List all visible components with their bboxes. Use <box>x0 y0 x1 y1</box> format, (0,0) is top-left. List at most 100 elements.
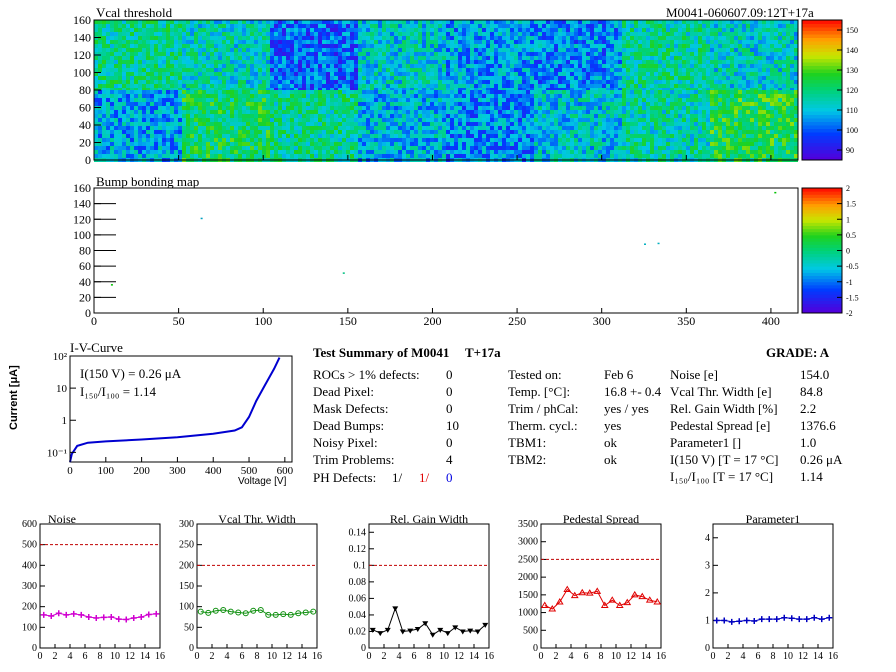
pixel-cell <box>142 98 146 102</box>
pixel-cell <box>154 84 158 88</box>
pixel-cell <box>638 68 642 72</box>
pixel-cell <box>386 106 390 110</box>
pixel-cell <box>402 114 406 118</box>
pixel-cell <box>550 40 554 44</box>
pixel-cell <box>222 146 226 150</box>
pixel-cell <box>498 114 502 118</box>
pixel-cell <box>130 56 134 60</box>
pixel-cell <box>622 80 626 84</box>
pixel-cell <box>446 28 450 32</box>
pixel-cell <box>450 72 454 76</box>
pixel-cell <box>650 24 654 28</box>
pixel-cell <box>226 32 230 36</box>
pixel-cell <box>106 44 110 48</box>
pixel-cell <box>410 122 414 126</box>
pixel-cell <box>250 84 254 88</box>
pixel-cell <box>218 118 222 122</box>
pixel-cell <box>266 142 270 146</box>
pixel-cell <box>790 56 794 60</box>
pixel-cell <box>502 40 506 44</box>
pixel-cell <box>302 134 306 138</box>
pixel-cell <box>138 134 142 138</box>
pixel-cell <box>702 72 706 76</box>
pixel-cell <box>154 28 158 32</box>
pixel-cell <box>190 138 194 142</box>
pixel-cell <box>738 20 742 24</box>
pixel-cell <box>382 154 386 158</box>
pixel-cell <box>122 36 126 40</box>
pixel-cell <box>406 80 410 84</box>
pixel-cell <box>418 134 422 138</box>
pixel-cell <box>274 142 278 146</box>
pixel-cell <box>714 44 718 48</box>
pixel-cell <box>182 52 186 56</box>
pixel-cell <box>386 134 390 138</box>
pixel-cell <box>650 56 654 60</box>
pixel-cell <box>178 84 182 88</box>
pixel-cell <box>518 72 522 76</box>
pixel-cell <box>786 84 790 88</box>
pixel-cell <box>394 126 398 130</box>
pixel-cell <box>754 44 758 48</box>
pixel-cell <box>470 28 474 32</box>
pixel-cell <box>250 134 254 138</box>
pixel-cell <box>674 64 678 68</box>
pixel-cell <box>294 48 298 52</box>
pixel-cell <box>118 64 122 68</box>
pixel-cell <box>538 76 542 80</box>
pixel-cell <box>226 94 230 98</box>
pixel-cell <box>346 36 350 40</box>
pixel-cell <box>190 102 194 106</box>
pixel-cell <box>482 98 486 102</box>
pixel-cell <box>286 90 290 94</box>
pixel-cell <box>530 56 534 60</box>
pixel-cell <box>342 24 346 28</box>
pixel-cell <box>402 60 406 64</box>
pixel-cell <box>158 56 162 60</box>
pixel-cell <box>510 80 514 84</box>
pixel-cell <box>354 80 358 84</box>
pixel-cell <box>190 114 194 118</box>
pixel-cell <box>522 80 526 84</box>
pixel-cell <box>154 20 158 24</box>
pixel-cell <box>346 138 350 142</box>
pixel-cell <box>282 126 286 130</box>
pixel-cell <box>358 60 362 64</box>
pixel-cell <box>714 64 718 68</box>
pixel-cell <box>662 80 666 84</box>
pixel-cell <box>470 68 474 72</box>
pixel-cell <box>186 126 190 130</box>
pixel-cell <box>286 44 290 48</box>
pixel-cell <box>634 24 638 28</box>
pixel-cell <box>130 122 134 126</box>
pixel-cell <box>242 40 246 44</box>
pixel-cell <box>638 76 642 80</box>
pixel-cell <box>670 48 674 52</box>
pixel-cell <box>314 80 318 84</box>
pixel-cell <box>178 98 182 102</box>
pixel-cell <box>150 94 154 98</box>
pixel-cell <box>450 76 454 80</box>
pixel-cell <box>230 122 234 126</box>
pixel-cell <box>574 24 578 28</box>
pixel-cell <box>122 122 126 126</box>
pixel-cell <box>174 36 178 40</box>
pixel-cell <box>450 114 454 118</box>
pixel-cell <box>138 20 142 24</box>
pixel-cell <box>438 28 442 32</box>
pixel-cell <box>178 142 182 146</box>
pixel-cell <box>238 48 242 52</box>
pixel-cell <box>122 68 126 72</box>
pixel-cell <box>626 28 630 32</box>
pixel-cell <box>774 40 778 44</box>
pixel-cell <box>742 64 746 68</box>
pixel-cell <box>330 114 334 118</box>
pixel-cell <box>498 102 502 106</box>
pixel-cell <box>514 64 518 68</box>
pixel-cell <box>682 24 686 28</box>
pixel-cell <box>154 122 158 126</box>
pixel-cell <box>774 64 778 68</box>
pixel-cell <box>350 60 354 64</box>
pixel-cell <box>422 114 426 118</box>
pixel-cell <box>426 150 430 154</box>
